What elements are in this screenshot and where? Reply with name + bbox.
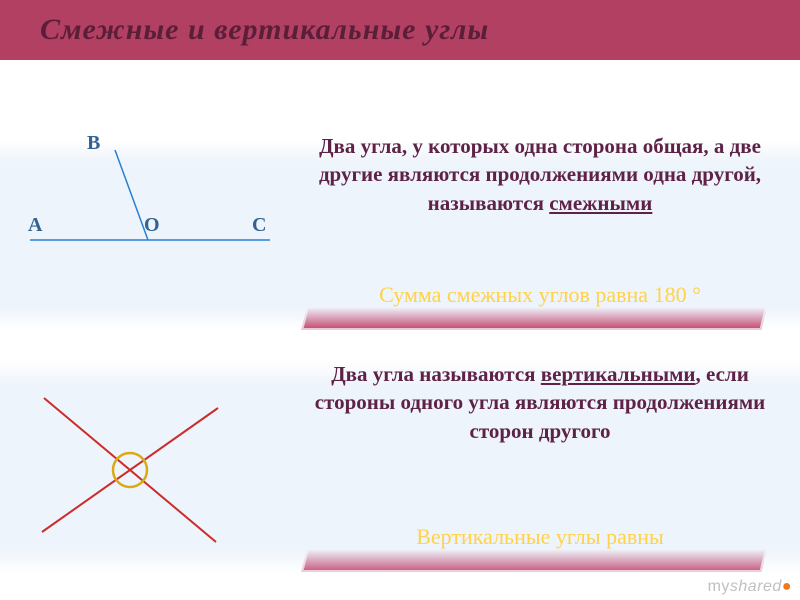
- slide-header: Смежные и вертикальные углы: [0, 0, 800, 60]
- label-C: С: [252, 214, 266, 237]
- watermark: myshared●: [708, 578, 792, 596]
- theorem-adjacent-text: Сумма смежных углов равна 180 °: [379, 281, 701, 310]
- label-B: В: [87, 132, 100, 155]
- slide-content: А В О С Два угла, у которых одна сторона…: [0, 60, 800, 600]
- definition-vertical-keyword: вертикальными: [541, 362, 696, 386]
- watermark-shared: shared: [730, 578, 782, 595]
- theorem-vertical-box: Вертикальные углы равны: [310, 502, 770, 572]
- diagram-adjacent-svg: [20, 130, 280, 260]
- diagram-adjacent-angles: А В О С: [20, 130, 280, 260]
- diagram-vertical-svg: [20, 380, 250, 560]
- definition-vertical: Два угла называются вертикальными, если …: [300, 360, 780, 445]
- definition-adjacent: Два угла, у которых одна сторона общая, …: [300, 132, 780, 217]
- label-A: А: [28, 214, 42, 237]
- definition-vertical-pre: Два угла называются: [331, 362, 541, 386]
- watermark-dot-icon: ●: [782, 578, 792, 595]
- diagram-vertical-angles: [20, 380, 280, 540]
- theorem-adjacent-box: Сумма смежных углов равна 180 °: [310, 260, 770, 330]
- definition-adjacent-keyword: смежными: [549, 191, 652, 215]
- watermark-my: my: [708, 578, 730, 595]
- theorem-vertical-text: Вертикальные углы равны: [416, 523, 664, 552]
- definition-adjacent-pre: Два угла, у которых одна сторона общая, …: [319, 134, 761, 215]
- slide-title: Смежные и вертикальные углы: [40, 13, 489, 47]
- label-O: О: [144, 214, 160, 237]
